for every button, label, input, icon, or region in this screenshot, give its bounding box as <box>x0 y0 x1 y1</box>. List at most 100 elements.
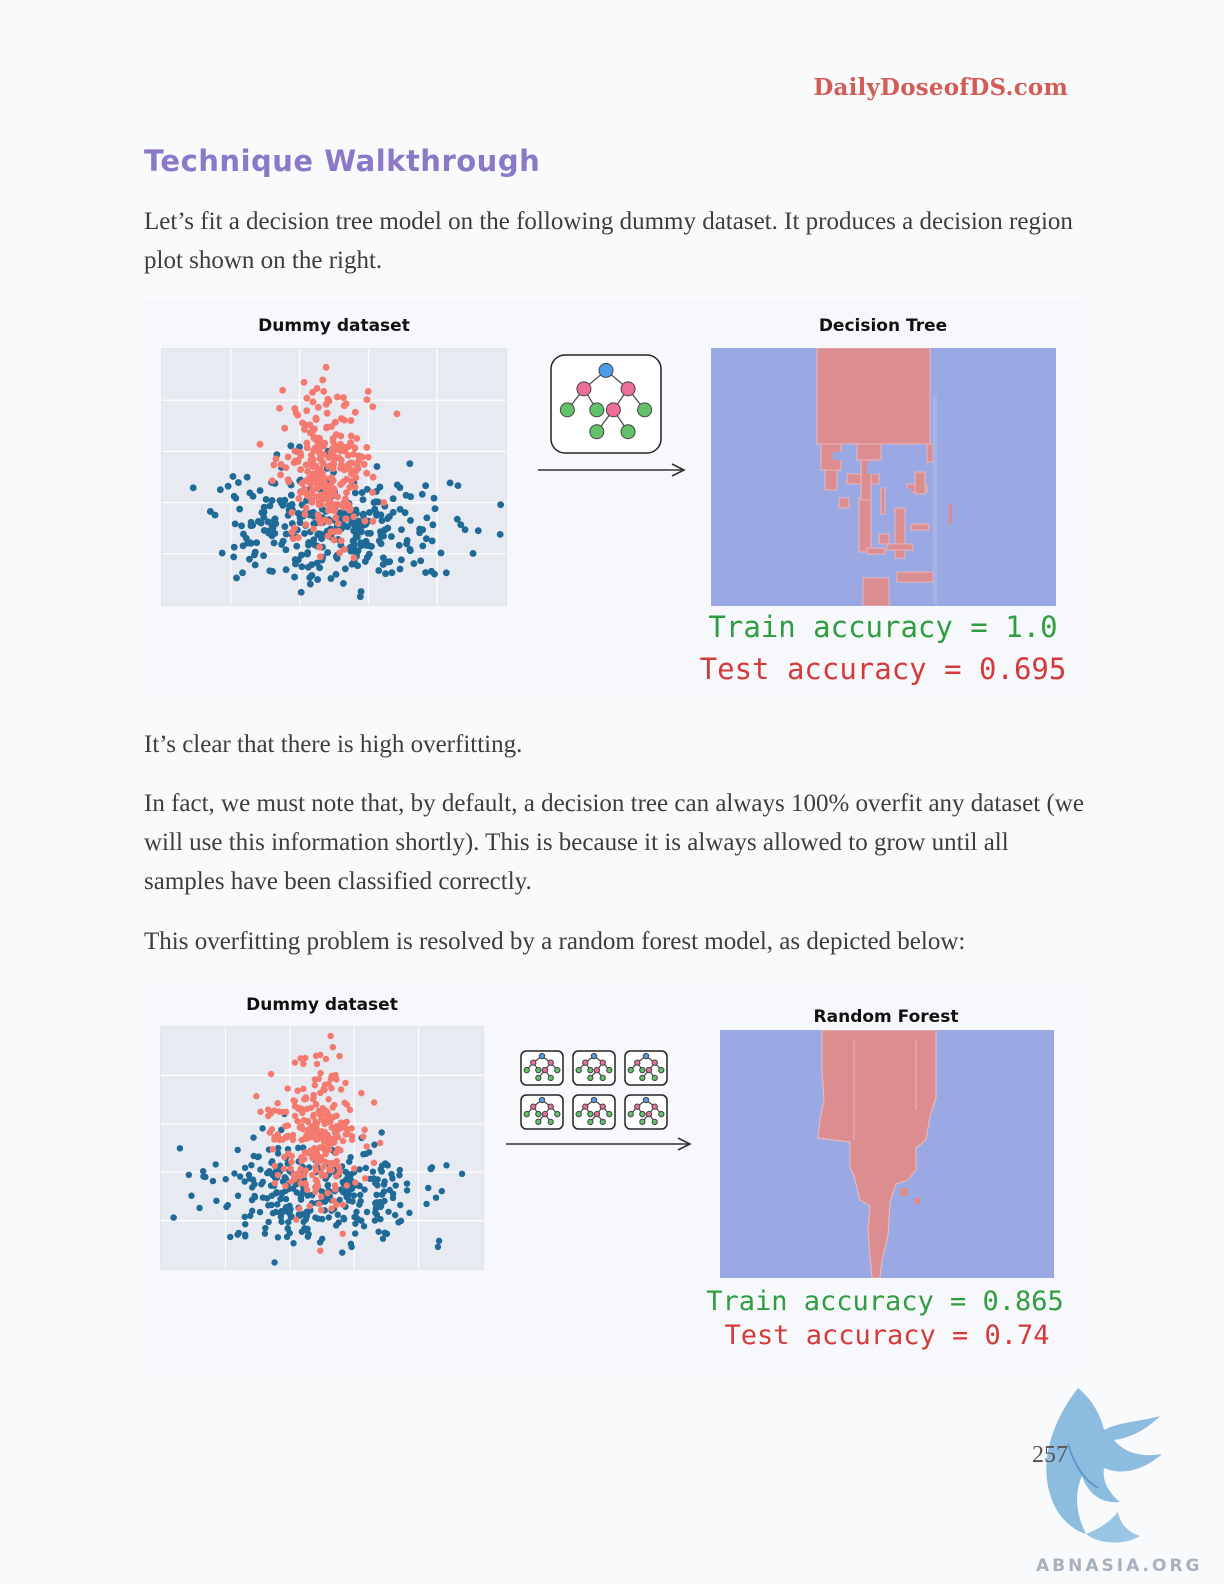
region-class-a <box>867 462 877 474</box>
scatter-point <box>311 1129 318 1137</box>
scatter-point <box>282 1195 290 1203</box>
scatter-point <box>324 549 332 557</box>
scatter-point <box>361 1126 368 1133</box>
scatter-point <box>377 511 385 519</box>
scatter-point <box>312 1188 319 1196</box>
scatter-point <box>259 1125 266 1132</box>
scatter-point <box>316 553 324 561</box>
scatter-point <box>285 1218 292 1226</box>
scatter-point <box>374 1176 381 1183</box>
scatter-point <box>234 479 242 487</box>
scatter-point <box>253 539 261 547</box>
scatter-point <box>325 1214 333 1221</box>
scatter-point <box>371 505 379 513</box>
scatter-point <box>246 489 254 497</box>
scatter-point <box>319 458 327 466</box>
scatter-point <box>309 398 317 406</box>
scatter-point <box>308 572 316 579</box>
scatter-point <box>281 1174 289 1181</box>
scatter-point <box>306 421 314 429</box>
scatter-point <box>336 549 344 557</box>
scatter-point <box>385 1208 392 1216</box>
scatter-point <box>312 1166 320 1174</box>
scatter-point <box>279 1108 286 1116</box>
scatter-point <box>306 580 314 588</box>
scatter-point <box>296 519 304 527</box>
scatter-point <box>347 477 355 485</box>
scatter-point <box>401 509 409 517</box>
scatter-point <box>277 1195 284 1203</box>
scatter-point <box>268 1201 275 1209</box>
scatter-point <box>438 1187 446 1195</box>
scatter-point <box>209 1177 217 1185</box>
scatter-point <box>335 1219 342 1226</box>
scatter-point <box>303 407 311 415</box>
scatter-point <box>257 519 265 527</box>
scatter-point <box>393 410 401 418</box>
scatter-point <box>362 1150 370 1158</box>
scatter-point <box>306 1202 313 1210</box>
scatter-point <box>406 460 414 468</box>
scatter-point <box>329 435 337 442</box>
region-class-b <box>886 543 914 551</box>
scatter-point <box>301 425 308 433</box>
scatter-point <box>248 1161 255 1169</box>
scatter-point <box>288 1158 295 1166</box>
scatter-point <box>236 505 244 513</box>
scatter-point <box>330 536 338 544</box>
scatter-point <box>266 567 274 575</box>
scatter-point <box>419 542 427 550</box>
scatter-point <box>469 550 477 557</box>
scatter-point <box>301 477 309 485</box>
scatter-point <box>429 521 437 529</box>
scatter-point <box>337 1186 345 1193</box>
scatter-point <box>231 520 239 528</box>
scatter-point <box>378 517 386 525</box>
scatter-point <box>356 1191 364 1199</box>
scatter-point <box>280 1165 288 1173</box>
scatter-point <box>282 1123 289 1130</box>
region-class-b <box>896 571 934 583</box>
scatter-point <box>425 1184 432 1192</box>
scatter-point <box>348 1185 356 1192</box>
scatter-point <box>419 526 427 534</box>
scatter-point <box>327 528 335 536</box>
scatter-point <box>318 1235 326 1243</box>
scatter-point <box>339 1230 346 1238</box>
scatter-point <box>308 497 316 505</box>
scatter-point <box>329 1043 337 1051</box>
scatter-point <box>379 561 387 568</box>
scatter-point <box>259 1178 267 1186</box>
scatter-point <box>253 1092 260 1100</box>
scatter-point <box>278 540 285 548</box>
decision-tree-icon <box>550 354 662 454</box>
scatter-point <box>366 509 373 516</box>
scatter-point <box>339 1201 347 1208</box>
scatter-point <box>313 493 321 500</box>
scatter-point <box>346 459 354 467</box>
scatter-point <box>291 573 299 581</box>
scatter-point <box>380 499 388 506</box>
scatter-point <box>361 558 369 565</box>
scatter-point <box>302 504 310 512</box>
scatter-point <box>402 491 410 499</box>
scatter-point <box>403 1180 411 1187</box>
scatter-point <box>311 1076 319 1083</box>
scatter-point <box>380 1181 388 1188</box>
scatter-point <box>270 516 278 524</box>
scatter-point <box>337 464 345 472</box>
scatter-point <box>317 1069 324 1077</box>
scatter-point <box>354 547 362 555</box>
scatter-point <box>322 1055 330 1063</box>
scatter-point <box>321 1086 328 1094</box>
scatter-point <box>282 566 290 574</box>
scatter-point <box>364 388 372 395</box>
region-class-b <box>910 523 930 531</box>
dummy-dataset-scatter <box>161 348 507 606</box>
scatter-point <box>259 1194 267 1201</box>
scatter-point <box>298 551 305 559</box>
scatter-point <box>388 569 396 577</box>
scatter-point <box>289 1133 296 1140</box>
scatter-point <box>329 1104 337 1111</box>
scatter-point <box>247 518 255 526</box>
